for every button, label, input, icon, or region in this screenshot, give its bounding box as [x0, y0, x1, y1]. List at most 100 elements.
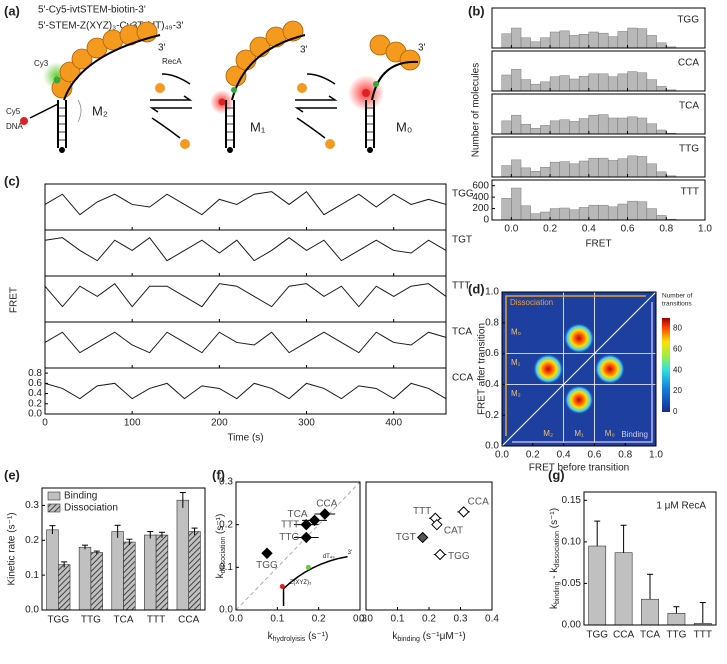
bar — [530, 83, 541, 92]
bar — [627, 155, 638, 178]
label-part: (s⁻¹μM⁻¹) — [420, 631, 466, 642]
series-label: CCA — [678, 58, 699, 69]
x-axis-label: kbinding (s⁻¹μM⁻¹) — [392, 631, 465, 644]
label-part: (s⁻¹) — [549, 508, 560, 531]
x-tick-label: 0.0 — [229, 614, 243, 625]
bar — [617, 158, 628, 178]
state-label: M₂ — [511, 389, 521, 398]
bar — [501, 120, 512, 135]
legend-swatch — [47, 503, 61, 513]
y-tick-label: 400 — [472, 192, 489, 203]
bar — [588, 114, 599, 135]
y-tick-label: 0.1 — [25, 570, 39, 581]
y-tick-label: 0.1 — [219, 562, 233, 573]
plot-frame — [491, 136, 706, 178]
y-axis-label: Kinetic rate (s⁻¹) — [7, 512, 18, 585]
series-label: TGG — [452, 189, 474, 200]
bar — [530, 213, 541, 221]
series-label: TCA — [679, 101, 699, 112]
diagram: 5'-Cy5-ivtSTEM-biotin-3' 5'-STEM-Z(XYZ)₃… — [6, 5, 426, 153]
y-tick-label: 0.8 — [28, 368, 42, 379]
x-tick-label: 400 — [385, 418, 402, 429]
x-axis-label: Time (s) — [227, 433, 263, 444]
x-tick-label: 300 — [298, 418, 315, 429]
bar — [176, 499, 190, 611]
panel-label: (f) — [212, 467, 225, 482]
y-axis-label: FRET — [9, 287, 20, 313]
trace — [44, 382, 447, 400]
bar — [656, 42, 667, 49]
y-tick-label: 0.2 — [28, 398, 42, 409]
y-tick-label: 0.0 — [485, 441, 499, 452]
bar — [588, 73, 599, 92]
plot-frame — [44, 321, 447, 369]
panel-label: (g) — [548, 467, 565, 482]
y-tick-label: 0.2 — [485, 410, 499, 421]
bar — [155, 534, 169, 611]
y-tick-label: 0.2 — [219, 519, 233, 530]
inset-dye — [279, 584, 285, 590]
label-part: binding — [554, 581, 561, 604]
x-axis-label: FRET before transition — [529, 463, 629, 474]
x-tick-label: 0.2 — [543, 224, 557, 235]
bar — [540, 125, 551, 135]
plot-frame — [44, 183, 447, 231]
trace — [44, 236, 447, 262]
point — [300, 531, 312, 544]
point — [319, 508, 331, 520]
dye-label: Cy5 — [6, 107, 21, 116]
bar — [549, 76, 560, 92]
x-tick-label: 0.2 — [422, 614, 436, 625]
x-axis-label: FRET — [585, 239, 611, 250]
bar — [656, 129, 667, 135]
bar — [520, 79, 531, 92]
y-tick-label: 0.3 — [219, 477, 233, 488]
x-axis-label: khydrolyisis (s⁻¹) — [268, 631, 329, 644]
x-tick-label: TTG — [666, 630, 686, 641]
state-m1 — [210, 20, 306, 153]
bar — [501, 165, 512, 178]
point — [308, 514, 321, 527]
region-line — [512, 302, 653, 443]
annotation: Dissociation — [510, 298, 553, 307]
equilibrium-arrows — [149, 73, 338, 139]
bar — [559, 30, 570, 49]
peak — [533, 354, 564, 384]
y-tick-label: 0.6 — [28, 378, 42, 389]
bar — [656, 215, 667, 221]
bar — [641, 598, 659, 626]
bar — [627, 200, 638, 221]
y-tick-label: 0.2 — [25, 535, 39, 546]
bar — [646, 79, 657, 92]
x-tick-label: 0.1 — [391, 614, 405, 625]
x-tick-label: TCA — [114, 615, 134, 626]
series-label: TCA — [452, 327, 472, 338]
label-part: k — [268, 631, 274, 642]
series-label: TGT — [452, 235, 472, 246]
peak — [564, 385, 594, 415]
y-axis-label: kdissociation (s⁻¹) — [215, 514, 228, 579]
bar — [530, 128, 541, 135]
x-tick-label: 0.0 — [495, 450, 509, 461]
bar — [569, 35, 580, 49]
bar — [569, 121, 580, 135]
x-tick-label: TTT — [147, 615, 165, 626]
bar — [144, 534, 157, 611]
bar — [520, 124, 531, 135]
series-label: TTT — [452, 281, 470, 292]
construct-text: 5'-STEM-Z(XYZ)₃-Cy3T-(dT)₄₉-3' — [38, 21, 183, 32]
panel-label: (b) — [468, 3, 485, 18]
point — [434, 548, 446, 561]
colorbar-tick-label: 80 — [673, 324, 682, 333]
peak — [564, 323, 594, 354]
reca-dot — [155, 83, 165, 93]
colorbar-title: transitions — [662, 301, 692, 308]
point-label: CAT — [444, 525, 463, 536]
bar — [627, 116, 638, 135]
legend-label: Dissociation — [64, 503, 118, 514]
y-axis-label: Number of molecules — [471, 63, 482, 157]
region-line — [505, 295, 646, 436]
x-tick-label: 0.0 — [504, 224, 518, 235]
bar — [578, 160, 590, 178]
bar — [540, 167, 551, 178]
